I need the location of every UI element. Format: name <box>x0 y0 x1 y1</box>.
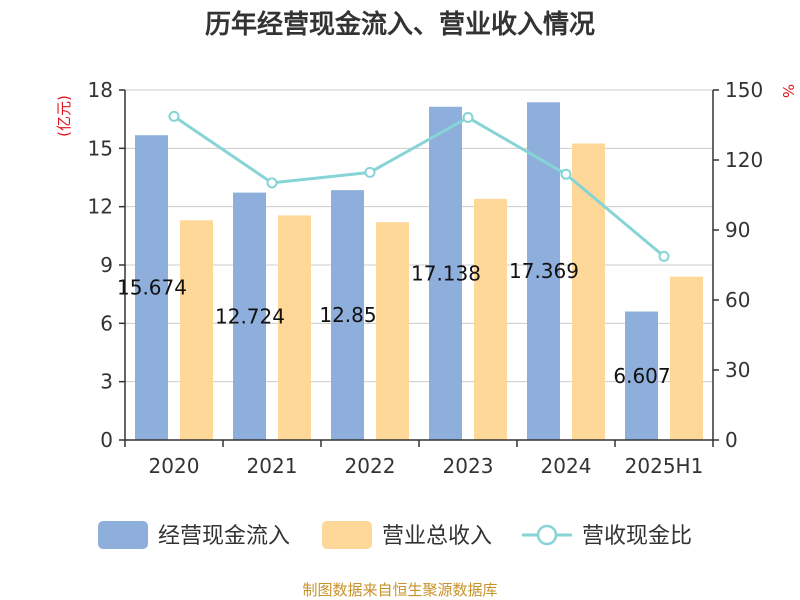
ratio-line-point <box>364 166 376 178</box>
x-tick-label: 2020 <box>149 454 200 478</box>
ratio-line-point <box>560 168 572 180</box>
right-tick-label: 30 <box>725 358 750 382</box>
bar-revenue <box>572 143 605 440</box>
source-note: 制图数据来自恒生聚源数据库 <box>302 581 497 599</box>
right-tick-label: 0 <box>725 428 738 452</box>
bar-cash-inflow <box>233 192 266 440</box>
legend-swatch-cash-inflow <box>98 521 148 549</box>
bar-revenue <box>670 276 703 440</box>
bar-cash-inflow <box>429 106 462 440</box>
right-tick-label: 150 <box>725 78 763 102</box>
left-tick-label: 9 <box>100 253 113 277</box>
bar-cash-inflow <box>625 311 658 440</box>
left-tick-label: 0 <box>100 428 113 452</box>
bar-revenue <box>474 198 507 440</box>
ratio-line-point <box>266 177 278 189</box>
right-tick-label: 90 <box>725 218 750 242</box>
data-label-cash-inflow: 12.85 <box>319 303 376 327</box>
x-tick-label: 2022 <box>345 454 396 478</box>
chart-title: 历年经营现金流入、营业收入情况 <box>205 9 595 40</box>
bar-cash-inflow <box>331 190 364 440</box>
bar-cash-inflow <box>135 135 168 440</box>
right-tick-label: 60 <box>725 288 750 312</box>
legend-label-cash-inflow: 经营现金流入 <box>158 524 290 549</box>
bar-revenue <box>376 222 409 440</box>
data-label-cash-inflow: 15.674 <box>117 276 187 300</box>
ratio-line-path <box>173 115 665 258</box>
ratio-line-point <box>462 112 474 124</box>
ratio-line <box>168 110 670 262</box>
bar-revenue <box>180 220 213 440</box>
axes: 0 3 6 9 12 15 18 0 30 60 90 120 150 2020 2021 2022 2023 2… <box>88 78 764 478</box>
x-tick-label: 2024 <box>541 454 592 478</box>
left-axis-unit: (亿元) <box>55 95 73 137</box>
gridlines <box>125 89 713 383</box>
bars <box>135 102 703 441</box>
left-tick-label: 15 <box>88 136 113 160</box>
left-tick-label: 18 <box>88 78 113 102</box>
bar-cash-inflow <box>527 102 560 441</box>
right-axis-unit: % <box>779 84 797 98</box>
left-tick-label: 12 <box>88 195 113 219</box>
left-tick-label: 6 <box>100 311 113 335</box>
right-tick-label: 120 <box>725 148 763 172</box>
legend-label-ratio: 营收现金比 <box>582 524 692 549</box>
data-labels: 15.674 12.724 12.85 17.138 17.369 6.607 <box>117 259 671 388</box>
data-label-cash-inflow: 17.369 <box>509 259 579 283</box>
legend: 经营现金流入 营业总收入 营收现金比 <box>98 521 692 549</box>
x-tick-label: 2021 <box>247 454 298 478</box>
x-tick-label: 2023 <box>443 454 494 478</box>
data-label-cash-inflow: 17.138 <box>411 261 481 285</box>
bar-revenue <box>278 215 311 440</box>
data-label-cash-inflow: 6.607 <box>613 364 670 388</box>
x-tick-label: 2025H1 <box>625 454 704 478</box>
legend-swatch-revenue <box>322 521 372 549</box>
ratio-line-point <box>658 250 670 262</box>
legend-marker-ratio <box>536 524 558 546</box>
data-label-cash-inflow: 12.724 <box>215 304 285 328</box>
ratio-line-point <box>168 110 180 122</box>
legend-label-revenue: 营业总收入 <box>382 524 492 549</box>
left-tick-label: 3 <box>100 370 113 394</box>
